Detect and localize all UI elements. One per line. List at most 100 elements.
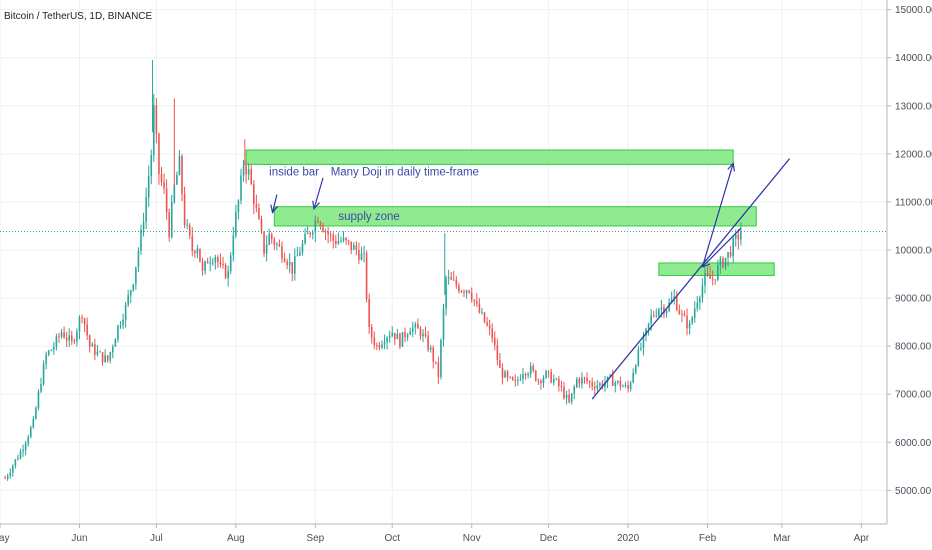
candle-body (342, 238, 345, 241)
candle-body (322, 226, 324, 232)
candle (414, 321, 417, 335)
x-tick-label: Sep (306, 533, 324, 544)
candle (240, 168, 242, 205)
candle (683, 310, 686, 317)
candle-body (4, 478, 6, 480)
candle-body (181, 155, 183, 195)
candle (296, 246, 299, 257)
candle (358, 242, 360, 264)
candle (611, 369, 614, 387)
candle (142, 212, 145, 237)
annotation-arrow[interactable] (313, 177, 324, 209)
candle (129, 289, 132, 304)
candle-body (199, 248, 201, 262)
candle-body (365, 253, 368, 300)
candle-body (270, 233, 273, 240)
candle (719, 256, 722, 275)
candle (655, 308, 658, 318)
annotation-label[interactable]: supply zone (338, 211, 399, 223)
candle (276, 242, 278, 251)
candle (534, 369, 537, 382)
candle-body (201, 261, 204, 271)
candle (229, 252, 232, 275)
candle (501, 363, 504, 385)
y-axis: 5000.00 6000.00 7000.00 8000.00 9000.00 10000… (886, 0, 932, 550)
candle (363, 245, 365, 263)
support-zone-9600[interactable] (658, 262, 775, 276)
candle (24, 440, 27, 456)
candle-body (153, 105, 155, 156)
candle (401, 331, 404, 347)
candle-body (160, 174, 163, 182)
annotation-arrow[interactable] (271, 194, 278, 213)
trend-line[interactable] (591, 158, 791, 400)
candle-body (63, 332, 65, 338)
candle-body (640, 347, 642, 350)
y-tick-label: 9000.00 (895, 294, 932, 305)
candle-body (478, 303, 481, 313)
candle-body (596, 385, 599, 389)
projection-segment[interactable] (701, 227, 742, 268)
candle (458, 282, 460, 294)
candle (701, 278, 704, 303)
candle-body (47, 350, 50, 355)
y-tick-label: 7000.00 (895, 390, 932, 401)
candle (183, 186, 186, 229)
candle-body (222, 264, 224, 265)
candle (301, 239, 304, 256)
resistance-zone-12000[interactable] (245, 149, 734, 165)
candle-body (335, 240, 337, 244)
candle-body (483, 312, 486, 323)
candle-body (429, 347, 432, 350)
candle (578, 377, 581, 388)
y-tick-label: 6000.00 (895, 438, 932, 449)
candle-body (619, 380, 622, 387)
candle-body (170, 201, 173, 238)
annotation-label[interactable]: Many Doji in daily time-frame (331, 166, 479, 178)
candle-body (519, 379, 522, 381)
candle-body (706, 273, 709, 275)
projection-segment[interactable] (701, 163, 734, 267)
candle (127, 289, 129, 308)
candle (288, 253, 291, 274)
candle-body (678, 310, 681, 314)
candle (393, 332, 396, 345)
candle (245, 161, 247, 184)
candle (342, 231, 345, 243)
candle-body (204, 261, 206, 271)
candle (117, 324, 119, 343)
candle (283, 252, 286, 263)
y-tick-label: 15000.00 (895, 5, 932, 16)
candle (250, 165, 253, 186)
candle (411, 321, 414, 338)
candle (55, 333, 58, 351)
candle-body (17, 458, 19, 460)
candle-body (235, 212, 237, 236)
candle (19, 448, 22, 460)
candle (652, 310, 655, 318)
supply-zone[interactable] (273, 206, 757, 227)
candle-body (112, 346, 114, 353)
candle (178, 150, 181, 176)
candle (40, 377, 42, 394)
candle-body (291, 262, 294, 274)
candle (6, 473, 9, 481)
candle (488, 319, 491, 336)
grid (0, 0, 887, 524)
candle (645, 327, 647, 342)
candle-body (227, 271, 229, 278)
candle-body (709, 274, 711, 279)
candle-body (496, 344, 499, 361)
candle (165, 179, 168, 220)
candle (634, 364, 637, 375)
candle-body (19, 451, 22, 459)
candle (155, 98, 158, 144)
annotation-label[interactable]: inside bar (269, 166, 319, 178)
candle (629, 380, 632, 392)
candle-body (573, 387, 576, 394)
candle-body (183, 194, 186, 226)
candle-body (186, 224, 188, 226)
candle-body (729, 252, 732, 257)
